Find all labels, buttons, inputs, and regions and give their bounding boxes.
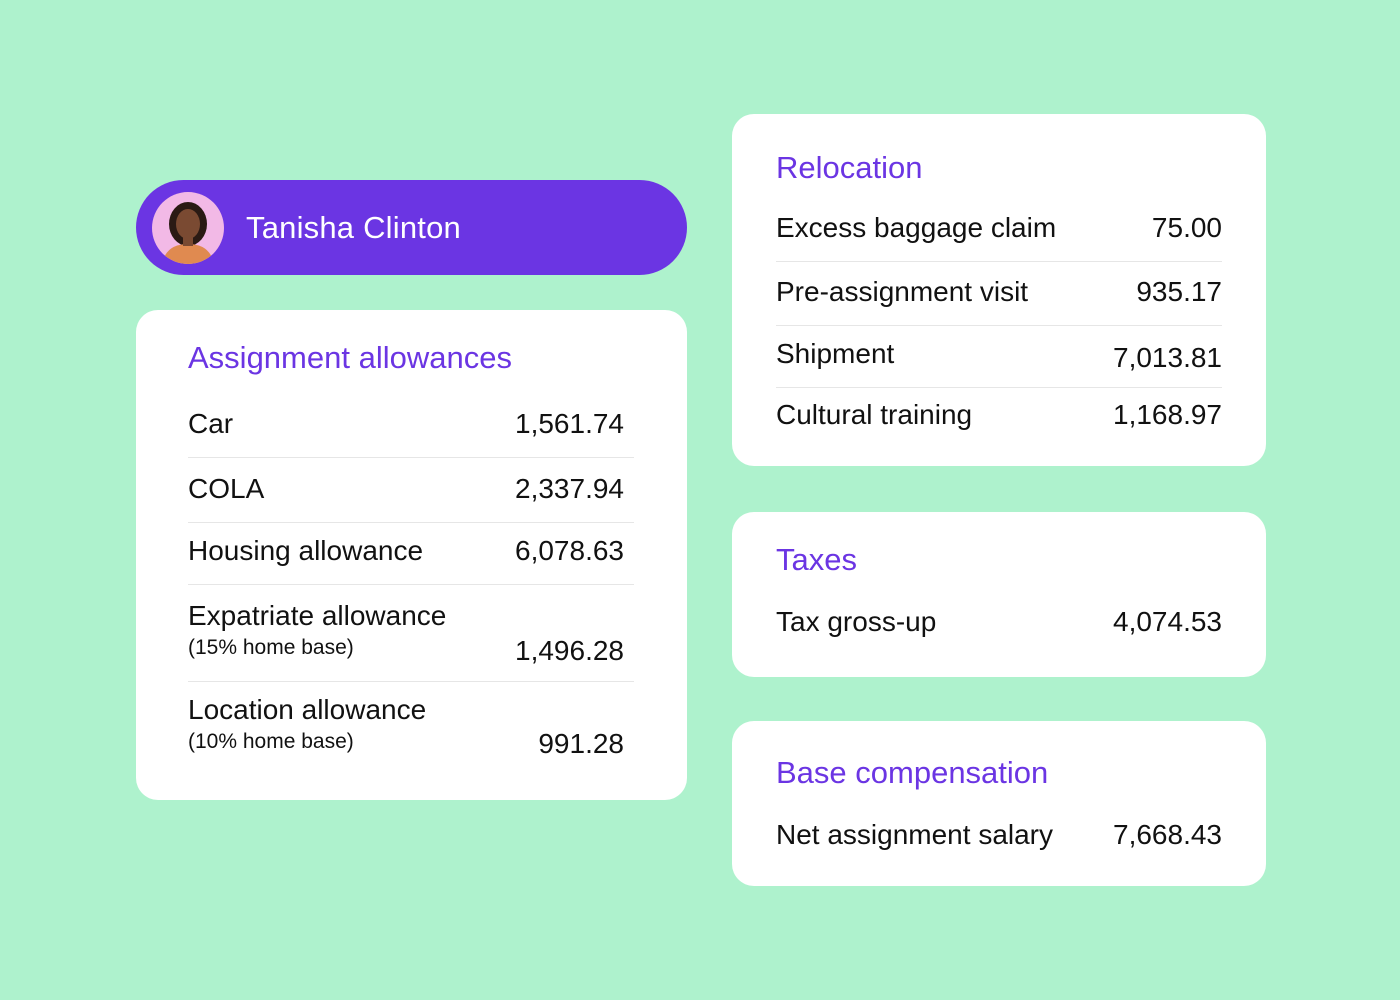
avatar — [152, 191, 224, 264]
row-label: Pre-assignment visit — [776, 276, 1029, 307]
row-value: 7,013.81 — [1113, 342, 1222, 373]
row-value: 4,074.53 — [1113, 606, 1222, 637]
row-value: 1,168.97 — [1113, 399, 1222, 430]
row-label: Expatriate allowance (15% home base) — [188, 600, 446, 667]
row-label: Shipment — [776, 338, 895, 369]
base-compensation-card: Base compensation Net assignment salary … — [732, 721, 1266, 886]
row-label: Tax gross-up — [776, 606, 937, 637]
table-row: Expatriate allowance (15% home base) 1,4… — [188, 600, 634, 682]
table-row: COLA 2,337.94 — [188, 473, 634, 523]
user-header: Tanisha Clinton — [136, 180, 687, 275]
row-value: 2,337.94 — [515, 473, 624, 504]
row-label-sub: (15% home base) — [188, 636, 354, 659]
card-title: Relocation — [776, 150, 923, 185]
row-label: Cultural training — [776, 399, 973, 430]
row-label-main: Location allowance — [188, 694, 427, 725]
user-name: Tanisha Clinton — [246, 209, 461, 245]
row-label: Location allowance (10% home base) — [188, 694, 426, 764]
row-label: Car — [188, 408, 234, 439]
table-row: Location allowance (10% home base) 991.2… — [188, 694, 634, 764]
row-value: 1,496.28 — [515, 635, 624, 666]
table-row: Car 1,561.74 — [188, 408, 634, 458]
row-value: 1,561.74 — [515, 408, 624, 439]
person-icon — [162, 201, 214, 264]
table-row: Tax gross-up 4,074.53 — [776, 606, 1222, 656]
assignment-allowances-card: Assignment allowances Car 1,561.74 COLA … — [136, 310, 687, 800]
row-value: 6,078.63 — [515, 535, 624, 566]
table-row: Net assignment salary 7,668.43 — [776, 819, 1222, 869]
row-label: Excess baggage claim — [776, 212, 1057, 243]
card-title: Assignment allowances — [188, 340, 512, 375]
table-row: Shipment 7,013.81 — [776, 338, 1222, 388]
relocation-card: Relocation Excess baggage claim 75.00 Pr… — [732, 114, 1266, 466]
row-value: 935.17 — [1136, 276, 1222, 307]
row-label-main: Expatriate allowance — [188, 600, 447, 631]
row-value: 7,668.43 — [1113, 819, 1222, 850]
table-row: Pre-assignment visit 935.17 — [776, 276, 1222, 326]
taxes-card: Taxes Tax gross-up 4,074.53 — [732, 512, 1266, 677]
row-label: COLA — [188, 473, 265, 504]
row-value: 75.00 — [1151, 212, 1222, 243]
card-title: Taxes — [776, 542, 857, 577]
row-label: Housing allowance — [188, 535, 424, 566]
card-title: Base compensation — [776, 755, 1049, 790]
table-row: Housing allowance 6,078.63 — [188, 535, 634, 585]
row-label: Net assignment salary — [776, 819, 1054, 850]
row-value: 991.28 — [538, 728, 624, 759]
table-row: Cultural training 1,168.97 — [776, 399, 1222, 449]
row-label-sub: (10% home base) — [188, 730, 354, 753]
table-row: Excess baggage claim 75.00 — [776, 212, 1222, 262]
